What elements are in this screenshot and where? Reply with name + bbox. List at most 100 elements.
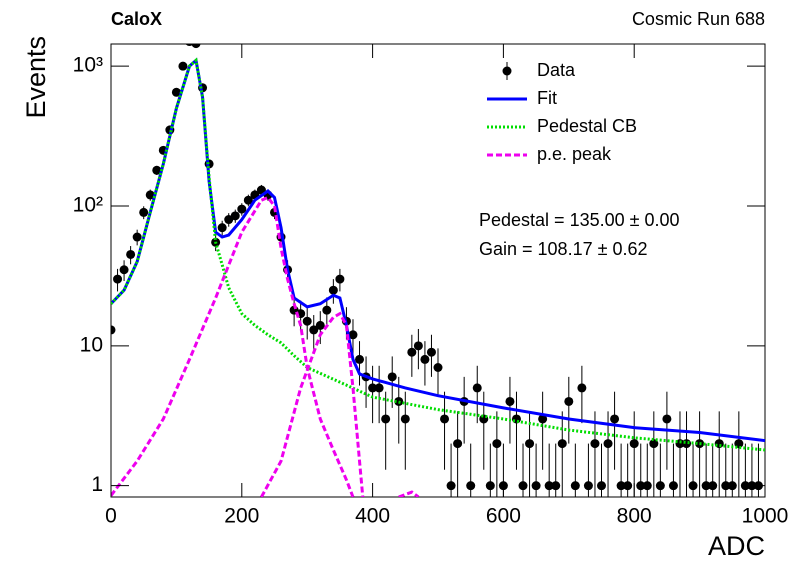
data-point — [740, 481, 750, 491]
data-point — [603, 439, 613, 449]
data-point — [237, 204, 247, 214]
data-point — [368, 383, 378, 393]
data-point — [682, 439, 692, 449]
data-point — [668, 481, 678, 491]
chart-subtitle: Cosmic Run 688 — [632, 9, 765, 29]
data-point — [446, 481, 456, 491]
data-point — [623, 481, 633, 491]
data-point — [472, 383, 482, 393]
data-point — [590, 439, 600, 449]
data-point — [440, 414, 450, 424]
data-point — [453, 439, 463, 449]
data-point — [433, 363, 443, 373]
x-tick-label: 400 — [355, 505, 390, 528]
y-tick-label: 10 — [80, 333, 103, 356]
data-point — [616, 481, 626, 491]
x-tick-label: 800 — [617, 505, 652, 528]
x-tick-label: 200 — [224, 505, 259, 528]
data-point — [610, 414, 620, 424]
data-point — [185, 44, 194, 47]
data-point — [152, 165, 162, 175]
data-point — [335, 274, 345, 284]
data-point — [629, 439, 639, 449]
data-point — [309, 325, 319, 335]
data-point — [675, 439, 685, 449]
data-point — [538, 414, 548, 424]
data-point — [636, 481, 646, 491]
x-axis-label: ADC — [708, 531, 765, 561]
data-point — [466, 481, 476, 491]
data-point — [413, 341, 423, 351]
data-point — [570, 481, 580, 491]
fit-curve — [111, 195, 355, 497]
data-point — [139, 207, 149, 217]
legend-label: Fit — [537, 88, 557, 108]
data-point — [302, 316, 312, 326]
data-point — [348, 330, 358, 340]
legend-label: Data — [537, 60, 576, 80]
legend-symbol — [502, 66, 512, 76]
data-point — [400, 414, 410, 424]
data-point — [191, 44, 201, 49]
chart-title: CaloX — [111, 9, 162, 29]
data-point — [355, 354, 365, 364]
data-point — [492, 439, 502, 449]
data-point — [485, 481, 495, 491]
data-point — [132, 232, 142, 242]
y-tick-label: 10² — [73, 194, 103, 217]
data-point — [531, 481, 541, 491]
fit-curve — [111, 57, 765, 452]
data-point — [217, 223, 227, 233]
data-point — [525, 439, 535, 449]
data-point — [315, 320, 325, 330]
data-point — [649, 439, 659, 449]
data-point — [688, 481, 698, 491]
data-point — [721, 481, 731, 491]
data-point — [551, 481, 561, 491]
data-point — [322, 305, 332, 315]
data-point — [557, 439, 567, 449]
x-tick-label: 600 — [486, 505, 521, 528]
data-point — [126, 249, 136, 259]
data-point — [655, 481, 665, 491]
data-point — [111, 325, 116, 335]
data-point — [505, 396, 515, 406]
y-tick-label: 1 — [91, 473, 103, 496]
annotation: Gain = 108.17 ± 0.62 — [479, 239, 648, 259]
data-point — [708, 481, 718, 491]
plot-area — [111, 44, 765, 497]
data-point — [387, 372, 397, 382]
data-point — [224, 215, 234, 225]
data-point — [518, 481, 528, 491]
legend-label: p.e. peak — [537, 144, 612, 164]
data-point — [178, 61, 188, 71]
data-point — [662, 414, 672, 424]
plot-frame — [110, 43, 766, 498]
data-point — [113, 274, 123, 284]
data-point — [426, 347, 436, 357]
data-point — [420, 354, 430, 364]
data-point — [564, 396, 574, 406]
x-tick-label: 0 — [105, 505, 117, 528]
fit-curve — [398, 490, 420, 497]
data-point — [714, 439, 724, 449]
fit-curve — [260, 311, 365, 497]
data-point — [727, 481, 737, 491]
data-point — [145, 190, 155, 200]
data-point — [328, 285, 338, 295]
data-point — [583, 481, 593, 491]
annotation: Pedestal = 135.00 ± 0.00 — [479, 210, 680, 230]
data-point — [381, 414, 391, 424]
data-point — [577, 383, 587, 393]
data-point — [597, 481, 606, 491]
legend-label: Pedestal CB — [537, 116, 637, 136]
data-point — [171, 87, 181, 97]
y-axis-label: Events — [21, 36, 51, 119]
data-point — [374, 383, 384, 393]
data-point — [119, 265, 129, 275]
data-point — [701, 481, 711, 491]
data-point — [407, 347, 417, 357]
x-tick-label: 1000 — [742, 505, 789, 528]
data-point — [243, 195, 253, 205]
